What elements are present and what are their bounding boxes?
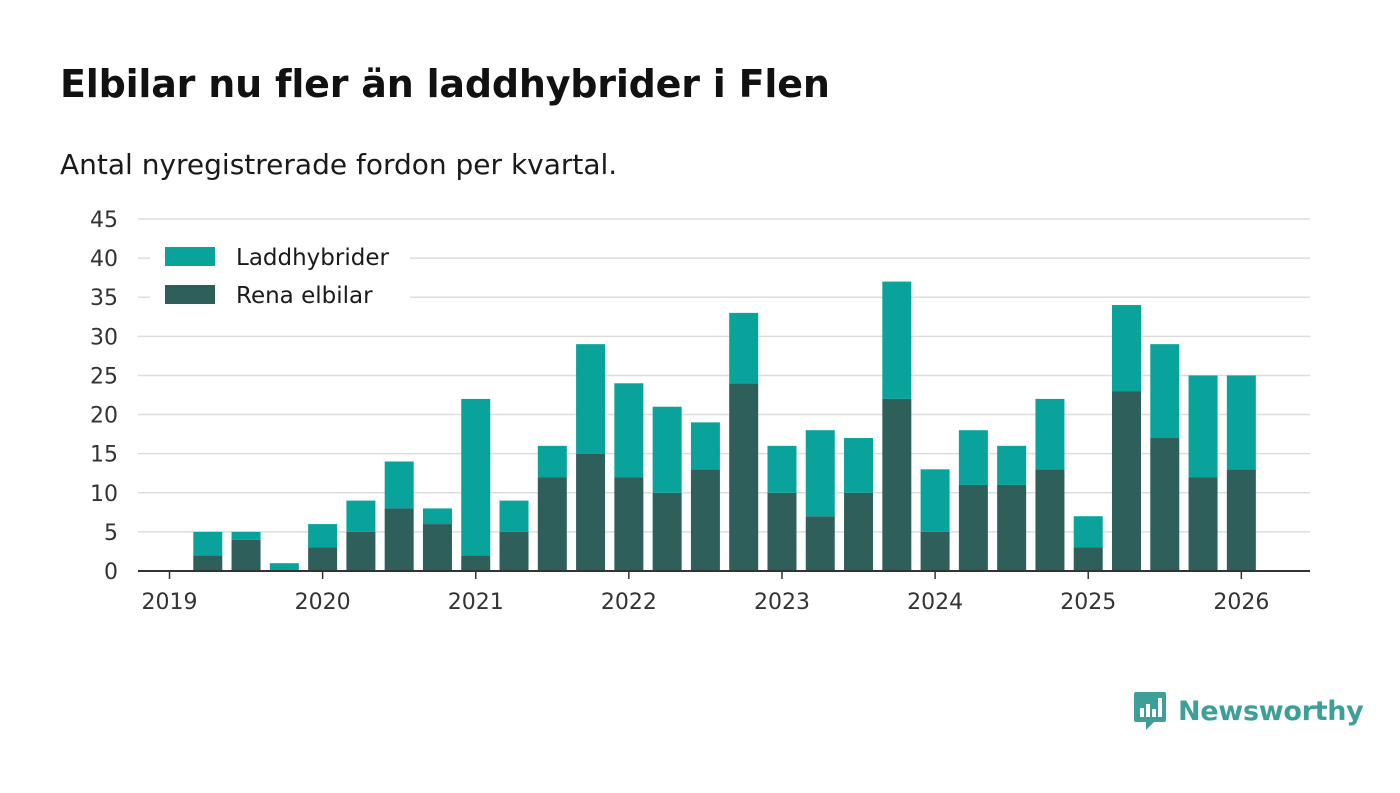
bar-laddhybrider (576, 344, 606, 454)
bar-laddhybrider (882, 281, 912, 399)
bar-laddhybrider (805, 430, 835, 517)
bar-rena-elbilar (384, 508, 414, 571)
x-tick-label: 2022 (601, 590, 657, 615)
y-tick-label: 40 (90, 247, 118, 272)
bar-laddhybrider (652, 406, 682, 493)
bar-rena-elbilar (729, 383, 759, 571)
bar-laddhybrider (308, 524, 338, 548)
x-tick-label: 2026 (1213, 590, 1269, 615)
bar-rena-elbilar (537, 477, 567, 571)
bar-laddhybrider (499, 500, 529, 532)
x-tick-label: 2025 (1060, 590, 1116, 615)
bar-laddhybrider (1035, 398, 1065, 470)
y-tick-label: 35 (90, 286, 118, 311)
bar-rena-elbilar (231, 539, 261, 571)
bar-rena-elbilar (1112, 391, 1141, 571)
y-tick-label: 45 (90, 208, 118, 233)
bar-laddhybrider (346, 500, 376, 532)
bar-rena-elbilar (422, 524, 452, 571)
bar-rena-elbilar (614, 477, 644, 571)
bar-rena-elbilar (690, 469, 720, 571)
bar-rena-elbilar (1073, 547, 1103, 571)
bar-laddhybrider (422, 508, 452, 525)
y-tick-label: 25 (90, 364, 118, 389)
bar-laddhybrider (193, 531, 223, 556)
y-tick-label: 20 (90, 404, 118, 429)
y-tick-label: 15 (90, 443, 118, 468)
x-tick-label: 2021 (448, 590, 504, 615)
bar-laddhybrider (461, 398, 491, 556)
bar-laddhybrider (614, 383, 644, 478)
bar-rena-elbilar (997, 484, 1027, 571)
bar-rena-elbilar (461, 555, 491, 571)
bar-rena-elbilar (1150, 438, 1180, 571)
chart-subtitle: Antal nyregistrerade fordon per kvartal. (60, 148, 618, 181)
bar-rena-elbilar (767, 492, 797, 571)
bar-laddhybrider (690, 422, 720, 470)
bar-laddhybrider (1150, 344, 1180, 439)
bar-laddhybrider (958, 430, 988, 485)
bar-laddhybrider (1112, 305, 1141, 392)
x-tick-label: 2020 (295, 590, 351, 615)
y-tick-label: 30 (90, 325, 118, 350)
bar-rena-elbilar (958, 484, 988, 571)
bar-rena-elbilar (652, 492, 682, 571)
bar-laddhybrider (844, 438, 874, 493)
newsworthy-logo-icon (1134, 692, 1166, 730)
bar-rena-elbilar (193, 555, 223, 571)
bar-laddhybrider (997, 445, 1027, 485)
bar-rena-elbilar (1035, 469, 1065, 571)
bar-rena-elbilar (805, 516, 835, 571)
bar-laddhybrider (537, 445, 567, 478)
bars (193, 281, 1256, 571)
legend-swatch-rena-elbilar (165, 285, 215, 304)
bar-rena-elbilar (1188, 477, 1218, 571)
legend: Laddhybrider Rena elbilar (150, 238, 410, 309)
legend-label-laddhybrider: Laddhybrider (236, 245, 389, 271)
bar-laddhybrider (729, 312, 759, 384)
bar-rena-elbilar (920, 531, 950, 571)
bar-rena-elbilar (308, 547, 338, 571)
bar-laddhybrider (231, 531, 261, 540)
bar-laddhybrider (1226, 375, 1256, 470)
bar-rena-elbilar (882, 398, 912, 571)
bar-laddhybrider (1188, 375, 1218, 478)
bar-laddhybrider (1073, 516, 1103, 548)
y-tick-label: 5 (104, 521, 118, 546)
y-tick-label: 10 (90, 482, 118, 507)
bar-laddhybrider (920, 469, 950, 532)
bar-rena-elbilar (499, 531, 529, 571)
x-tick-label: 2024 (907, 590, 963, 615)
bar-rena-elbilar (346, 531, 376, 571)
x-tick-label: 2023 (754, 590, 810, 615)
bar-rena-elbilar (1226, 469, 1256, 571)
bar-laddhybrider (269, 563, 299, 571)
bar-laddhybrider (767, 445, 797, 493)
x-tick-label: 2019 (142, 590, 198, 615)
bar-laddhybrider (384, 461, 414, 509)
y-tick-label: 0 (104, 560, 118, 585)
newsworthy-logo: Newsworthy (1132, 690, 1364, 732)
legend-label-rena-elbilar: Rena elbilar (236, 283, 373, 309)
newsworthy-wordmark: Newsworthy (1178, 695, 1364, 727)
legend-swatch-laddhybrider (165, 247, 215, 266)
chart-title: Elbilar nu fler än laddhybrider i Flen (60, 62, 830, 106)
bar-rena-elbilar (576, 453, 606, 571)
bar-rena-elbilar (844, 492, 874, 571)
